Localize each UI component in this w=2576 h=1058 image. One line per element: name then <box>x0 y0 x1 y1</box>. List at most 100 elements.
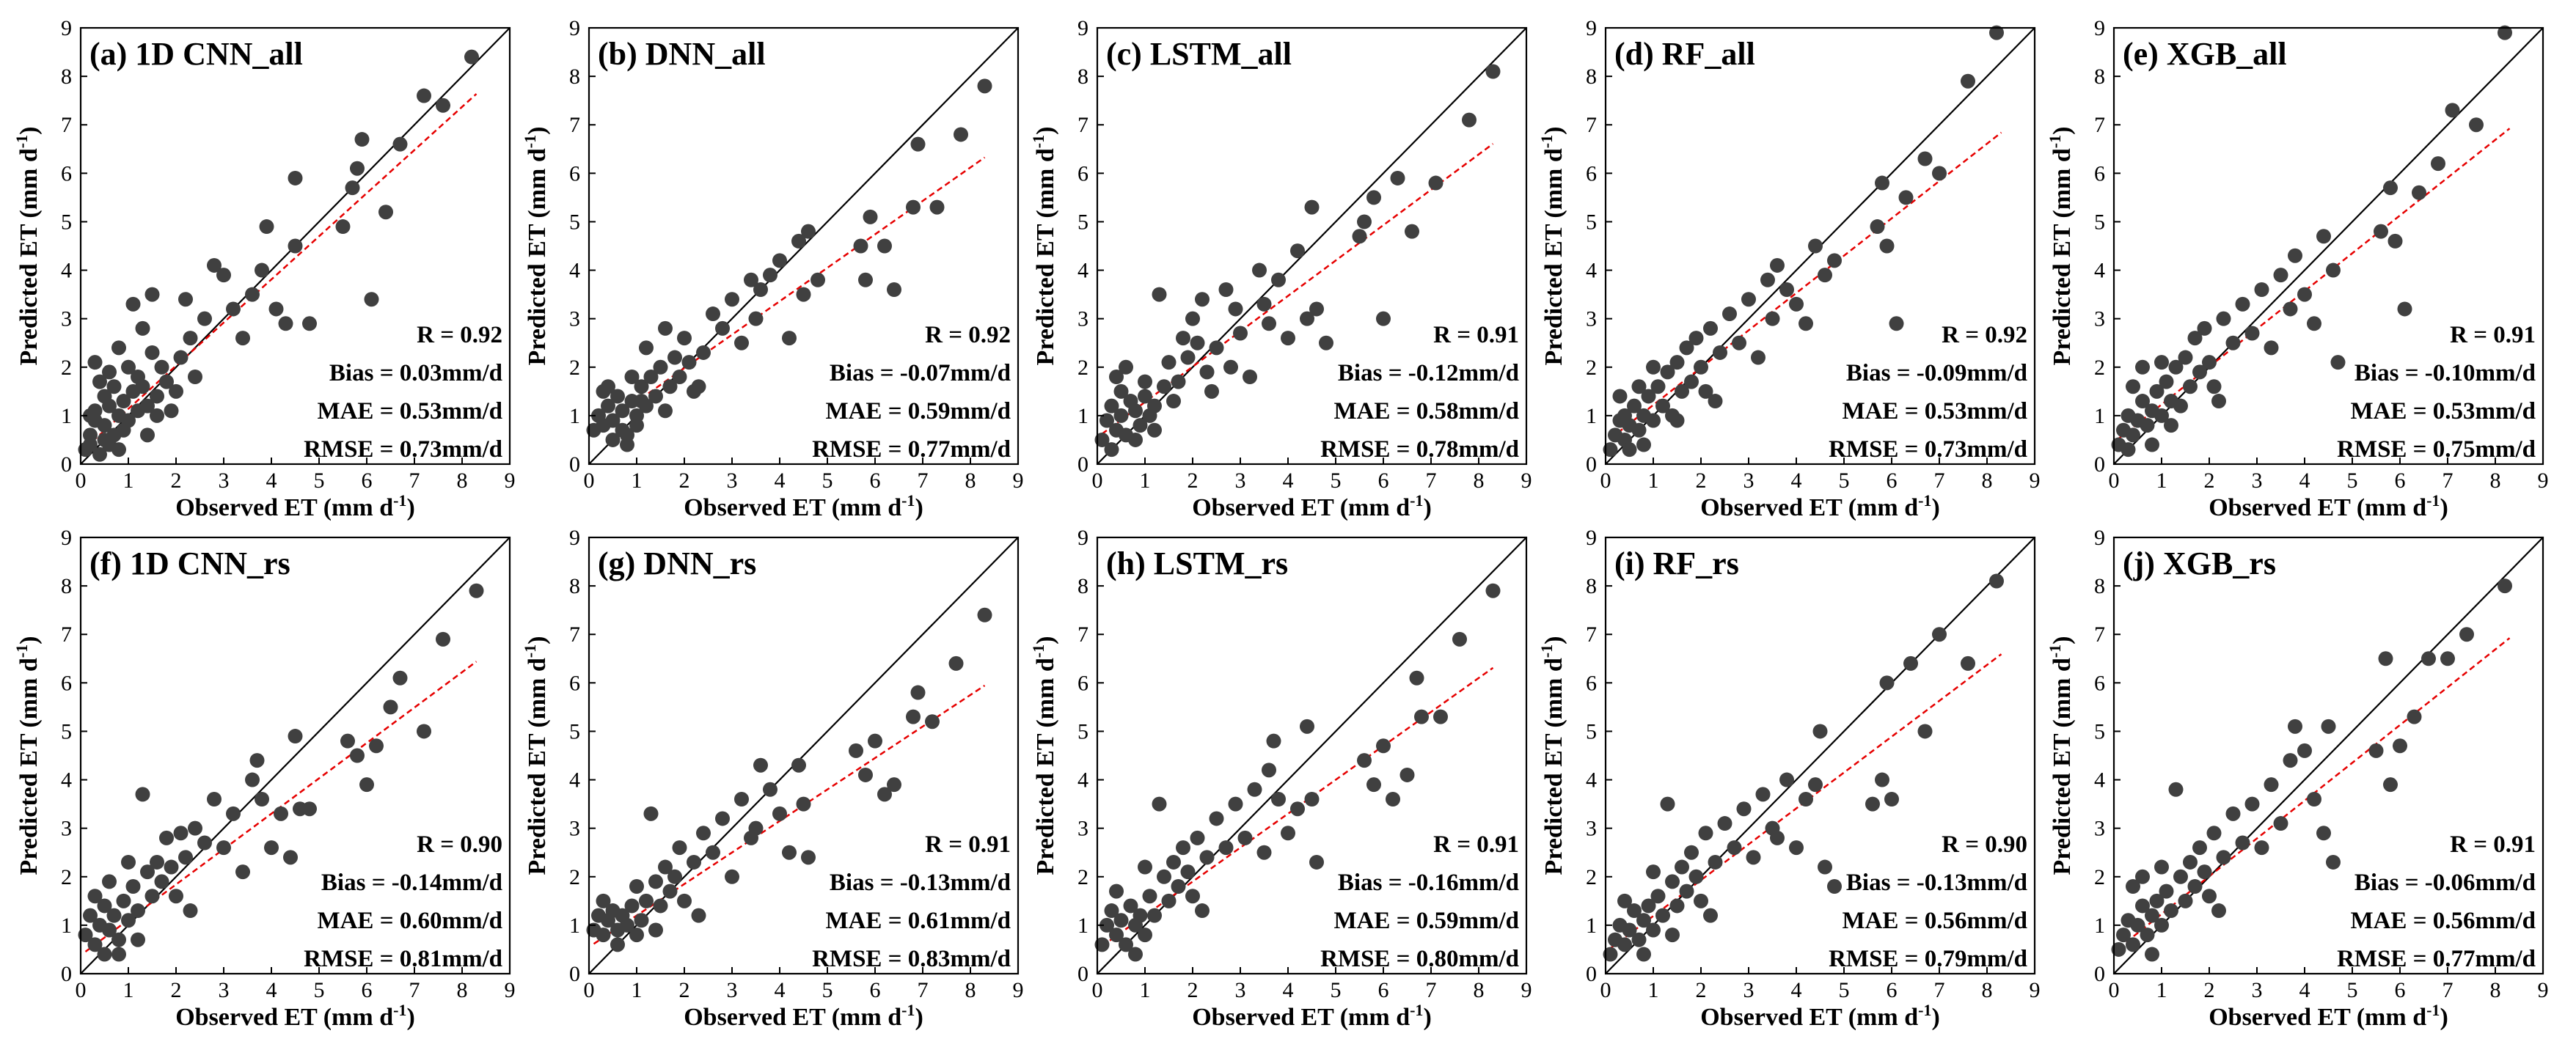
data-point <box>2116 927 2131 943</box>
data-point <box>624 898 640 914</box>
data-point <box>1812 724 1828 739</box>
data-point <box>1218 840 1234 856</box>
x-tick-label: 4 <box>2299 469 2310 493</box>
stat-bias: Bias = -0.16mm/d <box>1338 870 1519 896</box>
x-tick-label: 1 <box>1140 469 1151 493</box>
data-point <box>1875 175 1889 191</box>
axes-frame <box>1604 536 2036 975</box>
data-point <box>178 850 193 865</box>
data-point <box>1133 418 1148 433</box>
data-point <box>2316 826 2331 841</box>
data-point <box>1631 379 1647 394</box>
data-point <box>383 699 398 715</box>
data-point <box>1603 442 1618 458</box>
stat-bias: Bias = -0.14mm/d <box>321 870 502 896</box>
data-point <box>1237 830 1253 845</box>
x-tick-label: 6 <box>1887 978 1898 1002</box>
data-point <box>1099 917 1114 933</box>
data-point <box>1694 359 1708 375</box>
data-point <box>1631 932 1647 947</box>
x-tick-label: 7 <box>1426 978 1437 1002</box>
data-point <box>772 806 787 821</box>
data-point <box>83 908 98 923</box>
data-point <box>1357 753 1372 768</box>
data-point <box>601 379 615 394</box>
data-point <box>877 787 892 802</box>
data-point <box>1185 889 1200 904</box>
x-tick-label: 6 <box>1887 469 1898 493</box>
y-tick-label: 8 <box>1586 574 1597 598</box>
data-point <box>858 767 873 782</box>
data-point <box>207 792 222 807</box>
data-point <box>725 292 739 307</box>
data-point <box>1741 292 1756 307</box>
data-point <box>1433 709 1448 724</box>
stat-rmse: RMSE = 0.77mm/d <box>2337 946 2536 972</box>
stat-bias: Bias = -0.12mm/d <box>1338 360 1519 386</box>
data-point <box>2111 941 2126 957</box>
x-tick-label: 4 <box>266 469 277 493</box>
data-point <box>1717 816 1732 831</box>
data-point <box>948 655 964 671</box>
data-point <box>2374 224 2388 239</box>
data-point <box>255 262 269 278</box>
data-point <box>853 238 868 254</box>
data-point <box>2164 903 2178 919</box>
data-point <box>1218 282 1234 297</box>
data-point <box>1123 898 1138 914</box>
data-point <box>1603 947 1618 962</box>
data-point <box>1256 845 1272 860</box>
data-point <box>1655 398 1670 414</box>
data-point <box>2244 326 2260 341</box>
data-point <box>2498 578 2512 594</box>
stat-rmse: RMSE = 0.73mm/d <box>1829 436 2027 463</box>
data-point <box>1650 379 1666 394</box>
x-tick-label: 8 <box>1982 978 1993 1002</box>
y-tick-label: 3 <box>1586 307 1597 331</box>
y-tick-label: 8 <box>61 65 72 89</box>
y-tick-label: 3 <box>1586 817 1597 841</box>
data-point <box>1304 792 1320 807</box>
data-point <box>906 709 921 724</box>
data-point <box>1228 796 1243 812</box>
data-point <box>274 806 288 821</box>
data-point <box>2498 25 2512 40</box>
data-point <box>1180 350 1196 365</box>
x-tick-label: 0 <box>1600 469 1611 493</box>
data-point <box>667 350 682 365</box>
data-point <box>925 714 940 730</box>
panel-title: (i) RF_rs <box>1614 545 1739 581</box>
y-tick-label: 9 <box>1586 16 1597 40</box>
data-point <box>2187 331 2203 346</box>
data-point <box>150 854 164 870</box>
data-point <box>610 389 625 404</box>
axes-frame <box>588 26 1020 466</box>
data-point <box>2197 320 2212 336</box>
data-point <box>2206 826 2222 841</box>
x-tick-label: 5 <box>1331 469 1342 493</box>
data-point <box>268 301 284 317</box>
x-tick-label: 4 <box>266 978 277 1002</box>
data-point <box>1485 583 1501 598</box>
y-tick-label: 2 <box>1077 865 1088 889</box>
panel-7: 00 1 1 2 2 3 3 4 4 5 5 6 6 7 7 8 8 9 9 Observed ET (mm d-1)… <box>1029 526 1532 1031</box>
data-point <box>1233 326 1248 341</box>
y-tick-label: 6 <box>1077 161 1088 185</box>
data-point <box>111 947 126 962</box>
data-point <box>1799 792 1813 807</box>
data-point <box>1865 796 1880 812</box>
data-point <box>2326 262 2341 278</box>
data-point <box>283 850 298 865</box>
data-point <box>1770 257 1785 273</box>
x-tick-label: 4 <box>2299 978 2310 1002</box>
data-point <box>796 287 811 302</box>
data-point <box>2121 442 2136 458</box>
data-point <box>2235 296 2250 312</box>
data-point <box>1138 374 1152 389</box>
data-point <box>1209 340 1224 356</box>
data-point <box>1133 908 1148 923</box>
data-point <box>1319 335 1333 350</box>
data-point <box>417 88 431 103</box>
data-point <box>1357 214 1372 229</box>
data-point <box>1138 859 1152 875</box>
